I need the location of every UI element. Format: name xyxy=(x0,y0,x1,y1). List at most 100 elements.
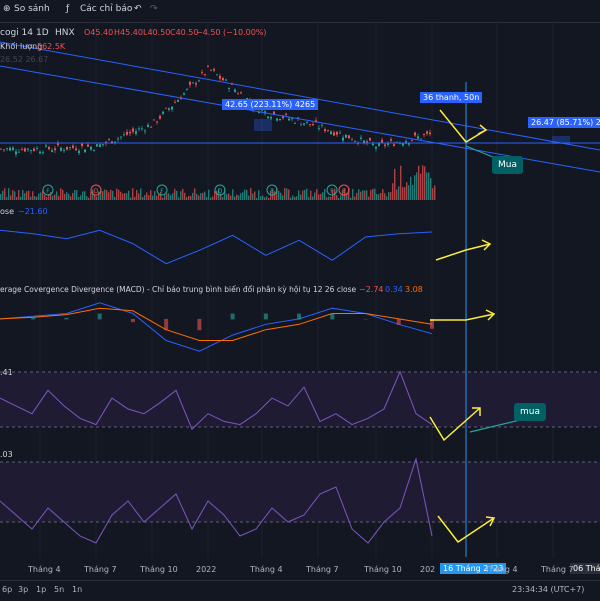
candle-body xyxy=(273,111,275,115)
event-marker xyxy=(266,184,278,196)
volume-bar xyxy=(214,191,216,200)
event-marker xyxy=(42,184,54,196)
volume-bar xyxy=(108,192,110,200)
candle-body xyxy=(96,144,98,147)
indicators-button[interactable]: Các chỉ báo xyxy=(80,4,133,14)
volume-bar xyxy=(346,193,348,200)
time-axis-label: Tháng 7 xyxy=(306,565,339,574)
volume-bar xyxy=(54,194,56,200)
volume-bar xyxy=(90,192,92,200)
volume-bar xyxy=(34,195,36,200)
volume-bar xyxy=(250,188,252,200)
volume-bar xyxy=(230,195,232,200)
volume-bar xyxy=(310,190,312,200)
candle-body xyxy=(135,131,137,134)
buy-label-1: Mua xyxy=(492,156,523,174)
volume-bar xyxy=(62,189,64,200)
volume-bar xyxy=(210,197,212,200)
range-3p[interactable]: 3p xyxy=(18,585,29,594)
candle-body xyxy=(423,134,425,135)
volume-bar xyxy=(226,194,228,200)
volume-bar xyxy=(260,196,262,200)
range-6p[interactable]: 6p xyxy=(2,585,13,594)
candle-body xyxy=(177,100,179,102)
crosshair-date: 16 Tháng 2 '23 xyxy=(440,563,507,574)
candle-body xyxy=(366,141,368,144)
range-1p[interactable]: 1p xyxy=(36,585,47,594)
volume-bar xyxy=(430,178,432,200)
volume-bar xyxy=(2,190,4,200)
volume-bar xyxy=(18,190,20,200)
arrow-rsi1-head xyxy=(472,407,481,416)
volume-bar xyxy=(374,188,376,200)
rsi1-label: .41 xyxy=(0,368,13,377)
candle-body xyxy=(240,92,242,94)
candle-body xyxy=(102,144,104,146)
candle-body xyxy=(333,132,335,136)
volume-bar xyxy=(114,197,116,200)
volume-bar xyxy=(422,165,424,200)
range-5n[interactable]: 5n xyxy=(54,585,65,594)
volume-bar xyxy=(106,190,108,200)
candle-body xyxy=(282,116,284,119)
volume-bar xyxy=(164,195,166,200)
arrow-rsi2-head xyxy=(485,516,496,527)
event-marker-letter: E xyxy=(342,188,346,195)
indicators-icon[interactable]: ƒ xyxy=(66,4,70,14)
volume-bar xyxy=(0,194,2,200)
candle-body xyxy=(300,124,302,126)
candle-body xyxy=(69,147,71,148)
candle-body xyxy=(405,141,407,144)
candle-body xyxy=(345,134,347,138)
volume-bar xyxy=(350,197,352,200)
volume-bar xyxy=(314,192,316,200)
candle-body xyxy=(285,113,287,115)
compare-button[interactable]: So sánh xyxy=(14,4,50,14)
trendline-upper[interactable] xyxy=(0,41,600,151)
volume-bar xyxy=(112,190,114,200)
volume-bar xyxy=(238,195,240,200)
volume-bar xyxy=(288,189,290,200)
volume-bar xyxy=(32,191,34,200)
trendline-lower[interactable] xyxy=(0,65,600,173)
volume-bar xyxy=(178,197,180,200)
candle-body xyxy=(3,149,5,151)
candle-body xyxy=(393,144,395,147)
candle-body xyxy=(168,108,170,110)
event-marker-letter: F xyxy=(160,188,164,195)
volume-bar xyxy=(236,194,238,200)
volume-bar xyxy=(134,196,136,200)
candle-body xyxy=(0,148,2,150)
candle-body xyxy=(288,118,290,121)
volume-bar xyxy=(180,191,182,200)
redo-icon[interactable]: ↷ xyxy=(150,4,158,14)
candle-body xyxy=(402,143,404,146)
candle-body xyxy=(120,136,122,138)
volume-bar xyxy=(144,195,146,200)
volume-bar xyxy=(268,197,270,200)
candle-body xyxy=(75,148,77,151)
volume-label: Khối lượng xyxy=(0,42,43,51)
time-axis-label: 202 xyxy=(420,565,436,574)
undo-icon[interactable]: ↶ xyxy=(134,4,142,14)
volume-bar xyxy=(116,188,118,200)
compare-icon[interactable]: ⊕ xyxy=(3,4,11,14)
buy-pointer-2 xyxy=(469,419,521,433)
candle-body xyxy=(291,118,293,120)
close-label: ose xyxy=(0,207,14,216)
macd-line xyxy=(0,302,433,352)
volume-bar xyxy=(320,193,322,200)
ohlc-change: −4.50 (−10.00%) xyxy=(196,28,267,37)
volume-bar xyxy=(434,185,436,200)
candle-body xyxy=(24,148,26,152)
candle-body xyxy=(183,93,185,95)
volume-bar xyxy=(290,197,292,200)
volume-bar xyxy=(358,189,360,200)
candle-body xyxy=(159,116,161,119)
candle-body xyxy=(195,83,197,85)
macd-histogram-bar xyxy=(230,313,235,320)
range-1n[interactable]: 1n xyxy=(72,585,83,594)
arrow-rsi1 xyxy=(429,407,481,442)
